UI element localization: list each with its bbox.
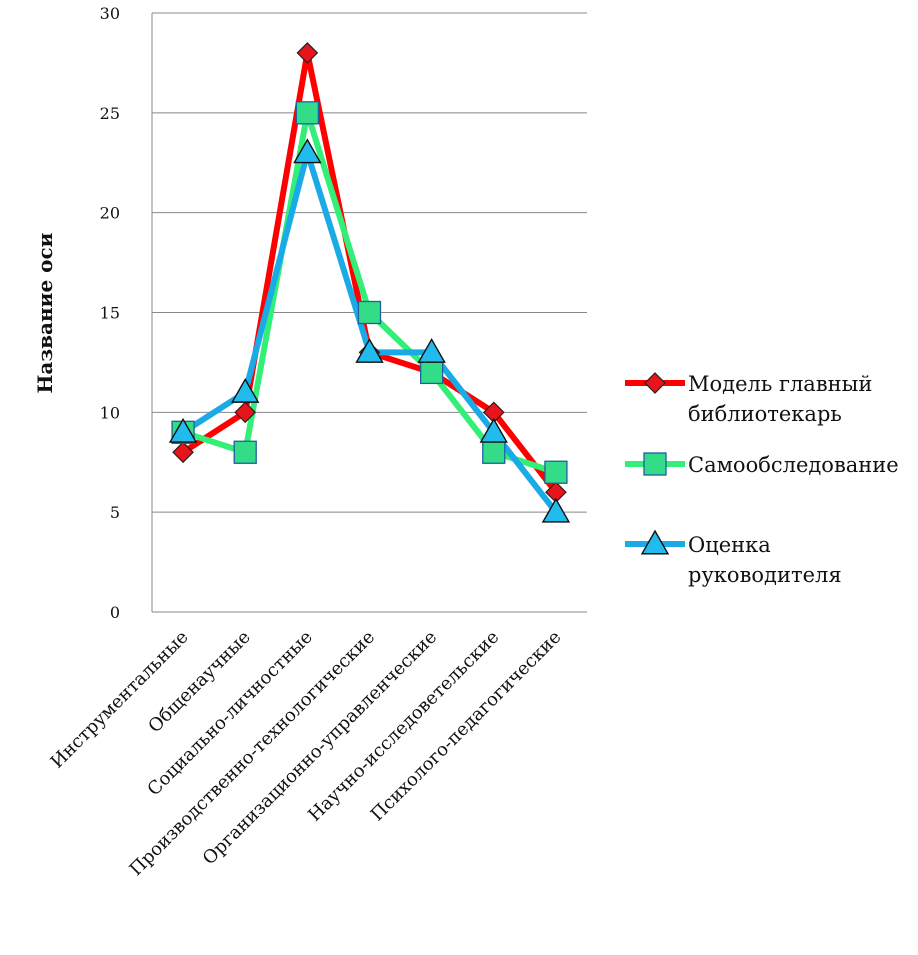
legend: Модель главный библиотекарь Самообследован… [625, 372, 899, 587]
y-tick-labels: 0 5 10 15 20 25 30 [100, 4, 120, 622]
data-point-triangle [355, 338, 384, 363]
data-point-triangle [293, 138, 322, 164]
legend-marker-diamond [644, 372, 666, 394]
y-tick-label: 30 [100, 4, 120, 23]
y-tick-label: 25 [100, 104, 120, 123]
data-point-triangle [479, 417, 508, 443]
y-tick-label: 15 [100, 304, 120, 323]
legend-label: Оценка [688, 533, 771, 557]
x-category-labels: ИнструментальныеОбщенаучныеСоциально-лич… [47, 627, 566, 880]
data-point-triangle [541, 497, 571, 523]
gridlines [152, 12, 587, 613]
y-tick-label: 10 [100, 403, 120, 422]
legend-marker-triangle [640, 529, 670, 555]
data-point-diamond [234, 401, 257, 424]
data-point-diamond [296, 42, 319, 64]
legend-label: Самообследование [688, 453, 899, 477]
data-point-square [482, 440, 506, 464]
data-point-square [419, 360, 444, 385]
legend-label: руководителя [688, 563, 842, 587]
data-point-triangle [417, 338, 446, 363]
series-line [181, 49, 559, 495]
data-point-square [233, 440, 257, 464]
data-point-square [544, 460, 568, 484]
y-axis-title: Название оси [33, 232, 57, 393]
data-point-triangle [231, 377, 260, 403]
y-tick-label: 5 [110, 503, 120, 522]
data-point-square [357, 300, 382, 325]
x-category-label: Организационно-управленческие [199, 627, 441, 869]
data-point-square [295, 101, 320, 125]
y-tick-label: 20 [100, 204, 120, 223]
data-point-diamond [172, 441, 194, 464]
series-markers [168, 42, 571, 523]
data-point-triangle [168, 417, 198, 443]
y-tick-label: 0 [110, 603, 120, 622]
legend-label: Модель главный [688, 372, 872, 396]
legend-marker-square [643, 452, 667, 476]
legend-label: библиотекарь [688, 402, 842, 426]
